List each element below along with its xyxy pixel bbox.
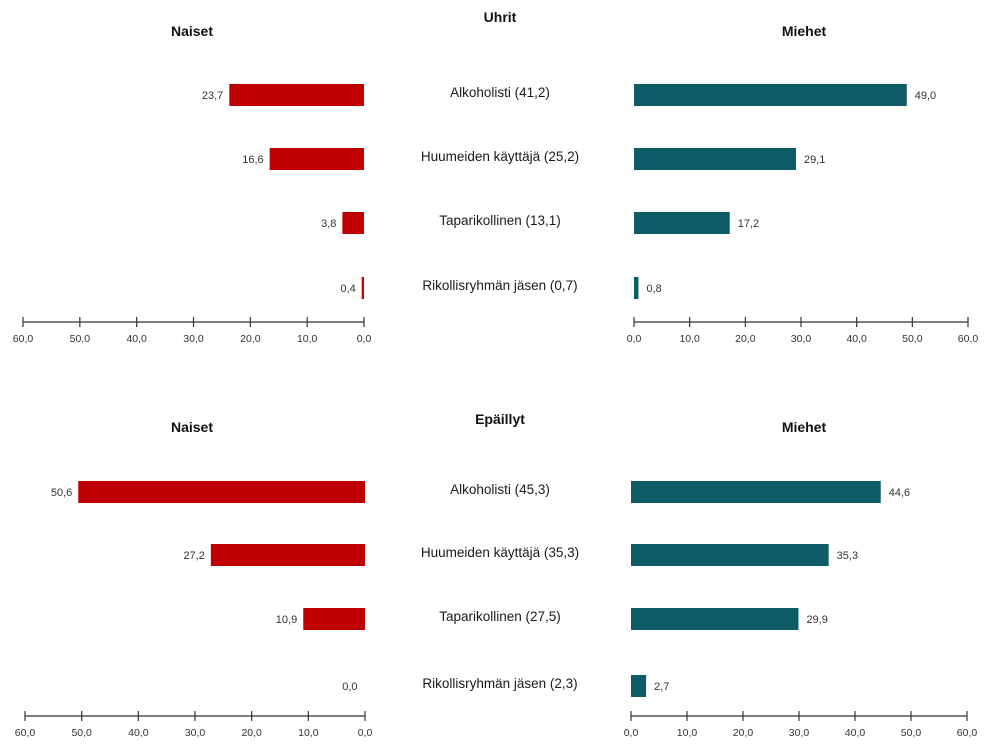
chart1-right-tick-label: 50,0 — [902, 333, 923, 345]
chart1-right-tick-label: 30,0 — [791, 333, 812, 345]
chart1-left-tick-label: 50,0 — [70, 333, 91, 345]
chart1-left-data-label: 23,7 — [202, 90, 223, 102]
chart1-right-bar — [634, 84, 907, 106]
chart1-right-bar — [634, 212, 730, 234]
chart2-title: Epäillyt — [475, 411, 525, 427]
chart2-category-label: Huumeiden käyttäjä (35,3) — [421, 545, 579, 560]
chart1-left-tick-label: 30,0 — [183, 333, 204, 345]
chart1-left-tick-label: 20,0 — [240, 333, 261, 345]
chart1-right-data-label: 0,8 — [646, 283, 661, 295]
chart2-left-data-label: 50,6 — [51, 487, 72, 499]
chart2-left-tick-label: 30,0 — [185, 727, 206, 739]
chart1-left-bar — [361, 277, 364, 299]
chart1-left-data-label: 3,8 — [321, 218, 336, 230]
chart1-right-data-label: 17,2 — [738, 218, 759, 230]
chart2-left-tick-label: 10,0 — [298, 727, 319, 739]
chart1-left-bar — [229, 84, 364, 106]
chart2-right-bar — [631, 675, 647, 697]
chart2-left-bar — [78, 481, 366, 503]
chart2-left-title: Naiset — [171, 419, 213, 435]
chart2-right-tick-label: 10,0 — [677, 727, 698, 739]
chart1-right-title: Miehet — [782, 23, 827, 39]
chart2-right-tick-label: 0,0 — [624, 727, 639, 739]
chart2-left-bar — [303, 608, 365, 630]
chart2-right-tick-label: 30,0 — [789, 727, 810, 739]
chart2-left-tick-label: 60,0 — [15, 727, 36, 739]
chart1-right-bar — [634, 148, 796, 170]
chart2-left-tick-label: 50,0 — [71, 727, 92, 739]
chart1-right-tick-label: 40,0 — [846, 333, 867, 345]
chart1-left-data-label: 0,4 — [340, 283, 355, 295]
chart2-right-bar — [631, 608, 799, 630]
chart2-left-bar — [210, 544, 365, 566]
chart1-title: Uhrit — [484, 9, 517, 25]
chart1-right-data-label: 49,0 — [915, 90, 936, 102]
chart2-right-tick-label: 60,0 — [957, 727, 978, 739]
chart1-left-bar — [342, 212, 364, 234]
chart2-right-data-label: 29,9 — [806, 614, 827, 626]
chart1-right-bar — [634, 277, 639, 299]
chart2-right-data-label: 2,7 — [654, 681, 669, 693]
chart1-left-bar — [269, 148, 364, 170]
chart1-left-tick-label: 10,0 — [297, 333, 318, 345]
chart1-category-label: Huumeiden käyttäjä (25,2) — [421, 149, 579, 164]
chart2-left-data-label: 27,2 — [183, 550, 204, 562]
chart2-category-label: Rikollisryhmän jäsen (2,3) — [422, 676, 577, 691]
chart2-right-bar — [631, 544, 829, 566]
chart1-right-tick-label: 0,0 — [627, 333, 642, 345]
chart1-right-tick-label: 60,0 — [958, 333, 979, 345]
chart2-right-data-label: 44,6 — [889, 487, 910, 499]
chart1-category-label: Rikollisryhmän jäsen (0,7) — [422, 278, 577, 293]
chart2-left-tick-label: 40,0 — [128, 727, 149, 739]
chart1-category-label: Taparikollinen (13,1) — [439, 213, 561, 228]
chart1-left-tick-label: 0,0 — [357, 333, 372, 345]
chart2-right-tick-label: 40,0 — [845, 727, 866, 739]
chart1-left-title: Naiset — [171, 23, 213, 39]
chart2-category-label: Taparikollinen (27,5) — [439, 609, 561, 624]
chart2-left-tick-label: 0,0 — [358, 727, 373, 739]
chart1-category-label: Alkoholisti (41,2) — [450, 85, 550, 100]
chart2-right-data-label: 35,3 — [837, 550, 858, 562]
chart1-right-tick-label: 20,0 — [735, 333, 756, 345]
chart1-right-data-label: 29,1 — [804, 154, 825, 166]
chart1-right-tick-label: 10,0 — [679, 333, 700, 345]
chart2-left-data-label: 10,9 — [276, 614, 297, 626]
chart1-left-tick-label: 60,0 — [13, 333, 34, 345]
chart1-left-data-label: 16,6 — [242, 154, 263, 166]
chart2-left-tick-label: 20,0 — [241, 727, 262, 739]
chart2-right-tick-label: 20,0 — [733, 727, 754, 739]
chart2-right-title: Miehet — [782, 419, 827, 435]
chart2-left-data-label: 0,0 — [342, 681, 357, 693]
chart1-left-tick-label: 40,0 — [126, 333, 147, 345]
chart2-right-tick-label: 50,0 — [901, 727, 922, 739]
chart2-right-bar — [631, 481, 881, 503]
chart2-category-label: Alkoholisti (45,3) — [450, 482, 550, 497]
